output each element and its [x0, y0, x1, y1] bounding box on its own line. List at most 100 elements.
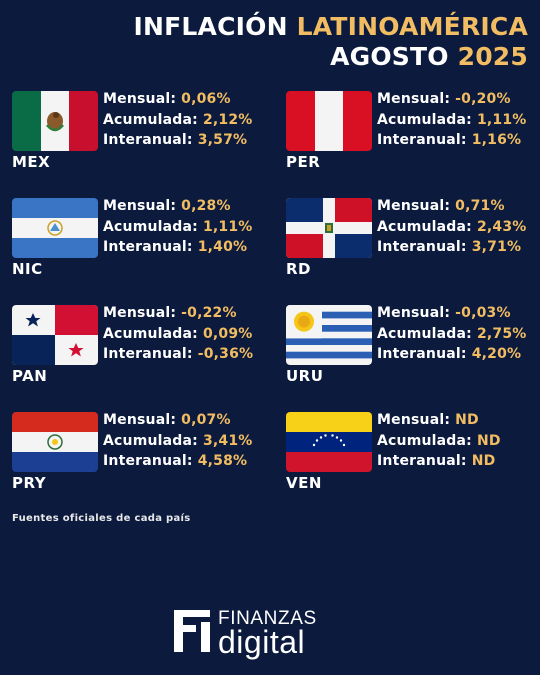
monthly-label: Mensual:: [103, 412, 177, 428]
venezuela-flag-icon: [286, 412, 372, 472]
annual-row: Interanual: 4,58%: [103, 451, 253, 472]
annual-label: Interanual:: [377, 132, 467, 148]
monthly-row: Mensual: -0,03%: [377, 303, 527, 324]
title-month: AGOSTO: [330, 42, 449, 71]
country-card-mex: MEX Mensual: 0,06% Acumulada: 2,12% Intera…: [12, 91, 272, 183]
monthly-row: Mensual: 0,71%: [377, 196, 527, 217]
monthly-row: Mensual: 0,28%: [103, 196, 253, 217]
paraguay-flag-icon: [12, 412, 98, 472]
mexico-flag-icon: [12, 91, 98, 151]
annual-value: 4,58%: [197, 453, 248, 469]
logo-text-digital: digital: [218, 624, 306, 660]
source-note: Fuentes oficiales de cada país: [12, 513, 191, 524]
monthly-row: Mensual: ND: [377, 410, 501, 431]
annual-value: 1,40%: [197, 239, 248, 255]
accumulated-label: Acumulada:: [377, 432, 472, 449]
annual-row: Interanual: 3,57%: [103, 130, 253, 151]
country-card-nic: NIC Mensual: 0,28% Acumulada: 1,11% Intera…: [12, 198, 272, 290]
accumulated-value: 1,11%: [476, 111, 527, 128]
country-code: VEN: [286, 474, 322, 492]
country-code: PRY: [12, 474, 47, 492]
annual-row: Interanual: 3,71%: [377, 237, 527, 258]
monthly-row: Mensual: -0,22%: [103, 303, 253, 324]
accumulated-value: 3,41%: [202, 432, 253, 449]
title-word-latinoamerica: LATINOAMÉRICA: [296, 12, 528, 41]
accumulated-label: Acumulada:: [103, 111, 198, 128]
monthly-value: -0,22%: [181, 305, 237, 321]
monthly-label: Mensual:: [377, 91, 451, 107]
annual-row: Interanual: ND: [377, 451, 501, 472]
monthly-row: Mensual: 0,06%: [103, 89, 253, 110]
monthly-value: ND: [455, 412, 479, 428]
monthly-value: 0,71%: [455, 198, 505, 214]
annual-label: Interanual:: [377, 453, 467, 469]
annual-row: Interanual: 1,16%: [377, 130, 527, 151]
accumulated-row: Acumulada: 2,12%: [103, 110, 253, 131]
accumulated-label: Acumulada:: [377, 111, 472, 128]
annual-row: Interanual: -0,36%: [103, 344, 253, 365]
accumulated-value: 2,12%: [202, 111, 253, 128]
panama-flag-icon: [12, 305, 98, 365]
logo-text-finanzas: FINANZAS: [218, 608, 317, 629]
monthly-value: -0,20%: [455, 91, 511, 107]
uruguay-flag-icon: [286, 305, 372, 365]
country-stats: Mensual: 0,28% Acumulada: 1,11% Interanual…: [103, 196, 253, 258]
title-word-inflacion: INFLACIÓN: [133, 12, 288, 41]
annual-value: 1,16%: [471, 132, 522, 148]
logo-mark-icon: [174, 610, 210, 652]
annual-label: Interanual:: [103, 453, 193, 469]
country-stats: Mensual: 0,71% Acumulada: 2,43% Interanual…: [377, 196, 527, 258]
country-card-ven: VEN Mensual: ND Acumulada: ND Interanual: N…: [286, 412, 540, 504]
country-code: PER: [286, 153, 321, 171]
accumulated-label: Acumulada:: [377, 325, 472, 342]
country-stats: Mensual: ND Acumulada: ND Interanual: ND: [377, 410, 501, 472]
monthly-label: Mensual:: [103, 91, 177, 107]
annual-label: Interanual:: [377, 239, 467, 255]
accumulated-value: 2,75%: [476, 325, 527, 342]
annual-row: Interanual: 1,40%: [103, 237, 253, 258]
accumulated-row: Acumulada: 1,11%: [103, 217, 253, 238]
dominican-republic-flag-icon: [286, 198, 372, 258]
country-card-uru: URU Mensual: -0,03% Acumulada: 2,75% Inter…: [286, 305, 540, 397]
country-code: URU: [286, 367, 324, 385]
accumulated-value: 1,11%: [202, 218, 253, 235]
accumulated-label: Acumulada:: [377, 218, 472, 235]
country-stats: Mensual: 0,06% Acumulada: 2,12% Interanual…: [103, 89, 253, 151]
page-title: INFLACIÓN LATINOAMÉRICA AGOSTO 2025: [134, 12, 528, 72]
accumulated-row: Acumulada: 2,75%: [377, 324, 527, 345]
country-card-pan: PAN Mensual: -0,22% Acumulada: 0,09% Inter…: [12, 305, 272, 397]
country-code: RD: [286, 260, 312, 278]
monthly-label: Mensual:: [377, 198, 451, 214]
monthly-row: Mensual: 0,07%: [103, 410, 253, 431]
annual-label: Interanual:: [377, 346, 467, 362]
monthly-value: -0,03%: [455, 305, 511, 321]
accumulated-label: Acumulada:: [103, 432, 198, 449]
annual-value: 3,71%: [471, 239, 522, 255]
country-code: PAN: [12, 367, 48, 385]
monthly-row: Mensual: -0,20%: [377, 89, 527, 110]
title-year: 2025: [457, 42, 528, 71]
country-stats: Mensual: -0,22% Acumulada: 0,09% Interanua…: [103, 303, 253, 365]
annual-label: Interanual:: [103, 132, 193, 148]
annual-value: 4,20%: [471, 346, 522, 362]
annual-label: Interanual:: [103, 239, 193, 255]
annual-value: -0,36%: [197, 346, 254, 362]
monthly-label: Mensual:: [377, 305, 451, 321]
accumulated-label: Acumulada:: [103, 325, 198, 342]
accumulated-value: ND: [476, 432, 501, 449]
annual-value: 3,57%: [197, 132, 248, 148]
finanzas-digital-logo: FINANZAS digital: [172, 606, 342, 660]
country-card-rd: RD Mensual: 0,71% Acumulada: 2,43% Interan…: [286, 198, 540, 290]
accumulated-label: Acumulada:: [103, 218, 198, 235]
monthly-label: Mensual:: [103, 305, 177, 321]
monthly-value: 0,07%: [181, 412, 231, 428]
accumulated-row: Acumulada: 2,43%: [377, 217, 527, 238]
annual-label: Interanual:: [103, 346, 193, 362]
country-card-pry: PRY Mensual: 0,07% Acumulada: 3,41% Intera…: [12, 412, 272, 504]
country-code: MEX: [12, 153, 51, 171]
country-stats: Mensual: -0,03% Acumulada: 2,75% Interanua…: [377, 303, 527, 365]
monthly-value: 0,28%: [181, 198, 231, 214]
accumulated-row: Acumulada: 3,41%: [103, 431, 253, 452]
accumulated-value: 2,43%: [476, 218, 527, 235]
accumulated-row: Acumulada: 1,11%: [377, 110, 527, 131]
